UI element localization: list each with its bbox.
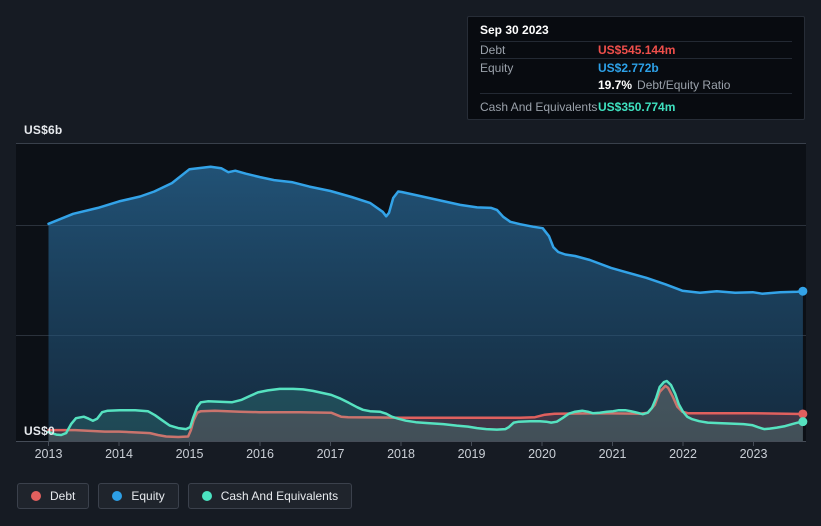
legend-debt-label: Debt <box>50 489 76 503</box>
x-axis-label: 2022 <box>669 447 697 461</box>
cash-series-dot-icon <box>201 491 212 501</box>
debt-series-dot-icon <box>31 491 41 501</box>
equity-line <box>47 165 805 295</box>
tooltip-row-ratio: 19.7% Debt/Equity Ratio <box>480 76 792 94</box>
legend-item-debt[interactable]: Debt <box>17 483 90 509</box>
legend-item-cash[interactable]: Cash And Equivalents <box>187 483 353 509</box>
x-axis-label: 2021 <box>598 447 627 461</box>
x-axis-labels: 2013 2014 2015 2016 2017 2018 2019 2020 … <box>0 447 821 465</box>
tooltip-ratio-label: Debt/Equity Ratio <box>637 77 731 92</box>
legend-cash-label: Cash And Equivalents <box>220 489 339 503</box>
x-axis-label: 2017 <box>316 447 345 461</box>
tooltip-cash-label: Cash And Equivalents <box>480 100 598 114</box>
equity-latest-dot <box>798 286 808 296</box>
x-axis-label: 2014 <box>105 447 133 461</box>
debt-area <box>48 385 803 441</box>
tooltip-ratio-value: 19.7% <box>598 77 633 92</box>
tooltip-cash-value: US$350.774m <box>598 100 676 114</box>
tooltip-row-debt: Debt US$545.144m <box>480 42 792 59</box>
tooltip-debt-value: US$545.144m <box>598 43 676 57</box>
x-axis-label: 2015 <box>175 447 204 461</box>
cash-and-equivalents-latest-dot <box>798 417 808 427</box>
x-axis-label: 2013 <box>34 447 63 461</box>
x-axis-label: 2020 <box>528 447 556 461</box>
y-axis-label-zero: US$0 <box>24 424 55 438</box>
x-axis-label: 2023 <box>739 447 768 461</box>
legend: Debt Equity Cash And Equivalents <box>17 483 353 509</box>
legend-item-equity[interactable]: Equity <box>98 483 179 509</box>
x-axis-label: 2016 <box>246 447 274 461</box>
tooltip-row-equity: Equity US$2.772b <box>480 59 792 76</box>
equity-series-dot-icon <box>112 491 123 501</box>
tooltip-debt-label: Debt <box>480 43 506 57</box>
y-axis-label-max: US$6b <box>24 123 63 137</box>
data-tooltip-card: Sep 30 2023 Debt US$545.144m Equity US$2… <box>467 16 805 120</box>
cash-and-equivalents-line <box>47 379 805 437</box>
tooltip-equity-label: Equity <box>480 60 514 75</box>
debt-line <box>47 384 805 439</box>
equity-area <box>48 166 803 441</box>
series-layer <box>47 165 805 441</box>
cash-and-equivalents-area <box>48 381 803 441</box>
x-axis-label: 2019 <box>457 447 486 461</box>
legend-equity-label: Equity <box>131 489 165 503</box>
tooltip-equity-value: US$2.772b <box>598 60 659 75</box>
x-axis-label: 2018 <box>387 447 415 461</box>
debt-latest-dot <box>798 409 808 419</box>
tooltip-date: Sep 30 2023 <box>480 17 792 42</box>
tooltip-row-cash: Cash And Equivalents US$350.774m <box>480 94 792 120</box>
latest-value-dots <box>798 286 808 427</box>
x-axis-line <box>16 441 806 446</box>
